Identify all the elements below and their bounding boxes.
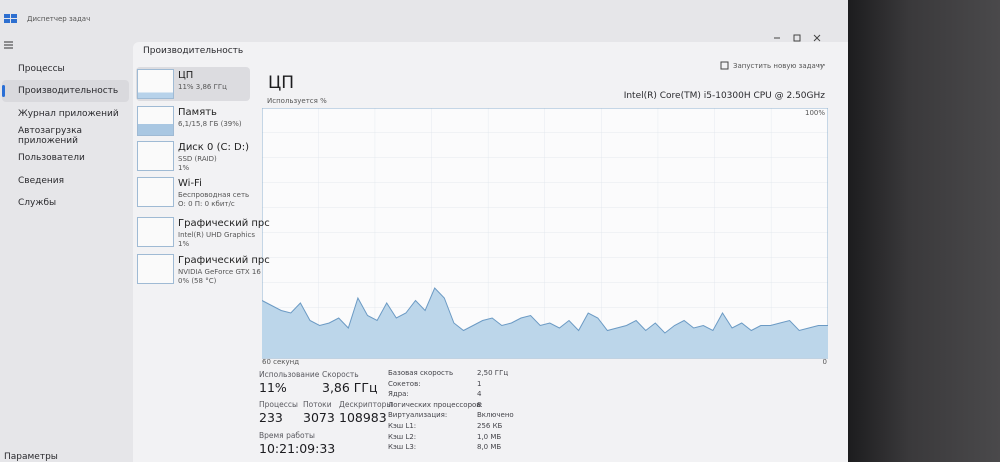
device-detail: 6,1/15,8 ГБ (39%) [178, 120, 242, 128]
stat-value: 233 [259, 410, 283, 425]
device-name[interactable]: Память [178, 107, 217, 118]
menu-button[interactable] [4, 40, 14, 50]
graph-time-label: 60 секунд [262, 358, 300, 366]
graph-min-label: 0 [822, 358, 827, 366]
device-detail: 11% 3,86 ГГц [178, 83, 227, 91]
spec-value: 256 КБ [477, 422, 503, 430]
device-thumbnail [137, 254, 174, 284]
spec-label: Сокетов: [388, 379, 421, 388]
device-thumbnail [137, 106, 174, 136]
stat-label: Процессы [259, 400, 298, 409]
device-detail: 0% (58 °C) [178, 277, 217, 285]
graph-label: Используется % [267, 97, 327, 105]
spec-value: 8,0 МБ [477, 443, 502, 452]
device-thumbnail [137, 217, 174, 247]
page-title: Производительность [143, 46, 244, 56]
nav-item[interactable]: Автозагрузка [18, 126, 83, 136]
run-task-icon[interactable] [720, 61, 730, 71]
stat-label: Дескрипторы [339, 400, 393, 409]
spec-value: 1,0 МБ [477, 432, 502, 441]
stat-value: 3,86 ГГц [322, 380, 378, 395]
device-name[interactable]: Графический прс [178, 255, 270, 266]
spec-label: Логических процессоров: [388, 400, 483, 409]
graph-max-label: 100% [804, 109, 825, 117]
spec-label: Виртуализация: [388, 411, 448, 420]
spec-label: Базовая скорость [388, 369, 454, 377]
device-detail: О: 0 П: 0 кбит/с [178, 200, 235, 208]
device-thumbnail [137, 177, 174, 207]
device-name[interactable]: Wi-Fi [178, 178, 202, 189]
device-thumbnail [137, 141, 174, 171]
device-detail: 1% [178, 164, 190, 172]
device-name[interactable]: Диск 0 (C: D:) [178, 142, 249, 153]
run-task-button[interactable]: Запустить новую задачу [733, 62, 825, 70]
device-detail: SSD (RAID) [178, 155, 217, 163]
stat-value: 11% [259, 380, 287, 395]
cpu-graph [262, 108, 828, 359]
spec-label: Кэш L3: [388, 443, 417, 452]
nav-item[interactable]: Журнал приложений [18, 109, 119, 119]
cpu-model: Intel(R) Core(TM) i5-10300H CPU @ 2.50GH… [623, 91, 825, 101]
stat-label: Потоки [303, 400, 332, 409]
task-manager-window: ··· Диспетчер задач Производительность Зап… [0, 0, 848, 462]
stat-value: 3073 [303, 410, 335, 425]
window-title: Диспетчер задач [27, 15, 91, 23]
cpu-usage-line [262, 287, 828, 334]
cpu-usage-area [262, 288, 828, 358]
device-detail: NVIDIA GeForce GTX 16 [178, 268, 261, 276]
spec-value: 8 [477, 400, 482, 409]
window-controls[interactable] [770, 32, 830, 44]
nav-item[interactable]: Пользователи [18, 153, 85, 163]
nav-item[interactable]: Процессы [18, 64, 65, 74]
spec-label: Кэш L1: [388, 422, 417, 430]
spec-value: 1 [477, 379, 482, 388]
device-name[interactable]: Графический прс [178, 218, 270, 229]
device-detail: 1% [178, 240, 190, 248]
device-name[interactable]: ЦП [178, 70, 194, 81]
nav-item[interactable]: Службы [18, 198, 57, 208]
nav-selection-bar [2, 85, 5, 97]
settings-link[interactable]: Параметры [4, 452, 58, 462]
stat-label: Использование [259, 370, 320, 379]
nav-item[interactable]: Сведения [18, 176, 65, 186]
spec-label: Кэш L2: [388, 432, 417, 441]
cpu-title: ЦП [268, 73, 294, 93]
stat-value: 108983 [339, 410, 387, 425]
spec-value: 4 [477, 390, 482, 399]
stat-value: 10:21:09:33 [259, 441, 336, 456]
nav-item[interactable]: Производительность [18, 86, 119, 96]
nav-selection [2, 80, 129, 102]
stat-label: Время работы [259, 431, 315, 440]
spec-label: Ядра: [388, 390, 409, 399]
graph-grid [262, 108, 828, 359]
device-detail: Intel(R) UHD Graphics [178, 231, 255, 239]
monitor-bezel [848, 0, 1000, 462]
spec-value: 2,50 ГГц [477, 369, 509, 377]
app-icon [4, 14, 17, 23]
device-thumbnail [137, 69, 174, 99]
spec-value: Включено [477, 411, 514, 420]
more-button[interactable]: ··· [817, 61, 826, 71]
nav-item: приложений [18, 136, 78, 146]
device-detail: Беспроводная сеть [178, 191, 250, 199]
stat-label: Скорость [322, 370, 359, 379]
